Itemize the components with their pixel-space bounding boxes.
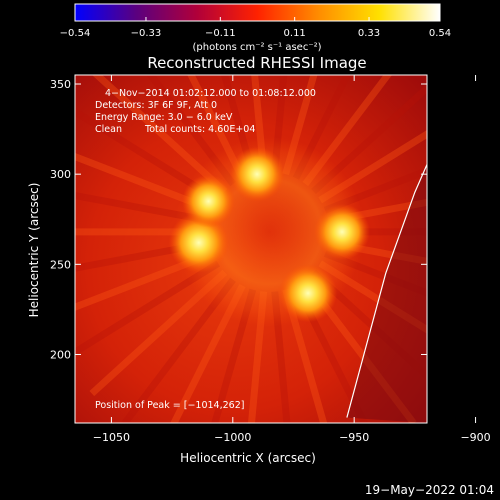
- solar-limb: [346, 162, 427, 418]
- colorbar-tick-label: 0.33: [358, 28, 380, 39]
- emission-source: [279, 264, 338, 323]
- y-tick-label: 250: [50, 258, 71, 271]
- y-axis-label: Heliocentric Y (arcsec): [27, 183, 41, 318]
- colorbar-tick-label: 0.54: [429, 28, 451, 39]
- annotation-clean: Clean: [95, 124, 122, 135]
- colorbar: −0.54 −0.33 −0.11 0.11 0.33 0.54 (photons cm⁻…: [60, 3, 451, 53]
- y-tick-label: 300: [50, 168, 71, 181]
- emission-sources: [168, 146, 370, 323]
- x-tick-label: −1050: [93, 431, 130, 444]
- peak-position-label: Position of Peak = [−1014,262]: [95, 400, 244, 411]
- annotation-counts: Total counts: 4.60E+04: [144, 124, 255, 135]
- emission-source: [229, 146, 285, 202]
- timestamp: 19−May−2022 01:04: [365, 483, 494, 497]
- annotation-detectors: Detectors: 3F 6F 9F, Att 0: [95, 100, 217, 111]
- rhessi-image: [75, 75, 427, 423]
- annotation-time: 4−Nov−2014 01:02:12.000 to 01:08:12.000: [105, 88, 316, 99]
- colorbar-tick-label: 0.11: [284, 28, 306, 39]
- colorbar-tick-label: −0.33: [131, 28, 162, 39]
- colorbar-ticks: −0.54 −0.33 −0.11 0.11 0.33 0.54: [60, 17, 451, 39]
- colorbar-tick-label: −0.11: [205, 28, 236, 39]
- chart-title: Reconstructed RHESSI Image: [147, 54, 366, 72]
- emission-source: [314, 203, 370, 260]
- x-tick-label: −900: [460, 431, 490, 444]
- y-tick-label: 350: [50, 78, 71, 91]
- plot-frame: [74, 74, 428, 424]
- space-region: [346, 75, 427, 423]
- x-tick-label: −1000: [214, 431, 251, 444]
- y-tick-label: 200: [50, 348, 71, 361]
- axis-ticks: −1050 −1000 −950 −900 200 250 300 350: [50, 75, 491, 444]
- x-axis-label: Heliocentric X (arcsec): [180, 451, 316, 465]
- x-tick-label: −950: [339, 431, 369, 444]
- colorbar-tick-label: −0.54: [60, 28, 91, 39]
- colorbar-unit-label: (photons cm⁻² s⁻¹ asec⁻²): [192, 42, 321, 53]
- annotation-block: 4−Nov−2014 01:02:12.000 to 01:08:12.000 …: [95, 88, 316, 411]
- emission-source: [168, 212, 229, 273]
- annotation-energy: Energy Range: 3.0 − 6.0 keV: [95, 112, 233, 123]
- emission-source: [182, 174, 235, 228]
- colorbar-gradient: [74, 3, 441, 22]
